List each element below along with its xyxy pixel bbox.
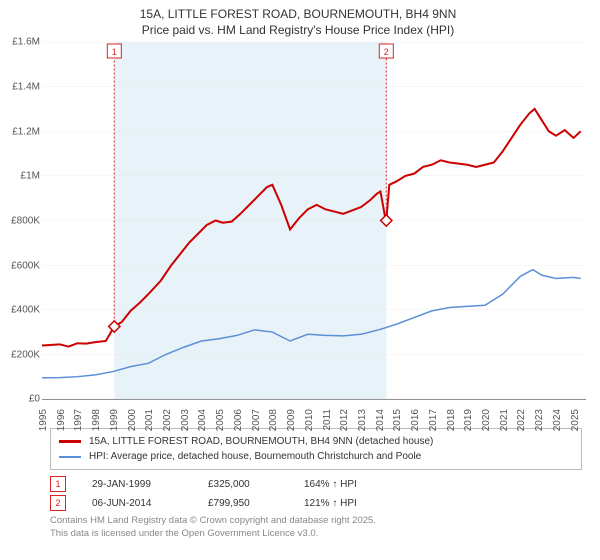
x-tick: 2019 — [463, 409, 474, 431]
overlay-svg: 12 — [42, 42, 586, 399]
x-tick: 2023 — [534, 409, 545, 431]
x-tick: 2012 — [339, 409, 350, 431]
x-tick: 2001 — [144, 409, 155, 431]
x-tick: 2002 — [162, 409, 173, 431]
x-tick: 2009 — [286, 409, 297, 431]
sale-badge: 2 — [50, 495, 66, 511]
x-tick: 2003 — [180, 409, 191, 431]
y-tick: £1.6M — [2, 37, 40, 48]
y-tick: £1.2M — [2, 126, 40, 137]
x-tick: 2018 — [446, 409, 457, 431]
y-tick: £400K — [2, 305, 40, 316]
legend: 15A, LITTLE FOREST ROAD, BOURNEMOUTH, BH… — [50, 428, 582, 470]
x-tick: 2005 — [215, 409, 226, 431]
footer-line-2: This data is licensed under the Open Gov… — [50, 528, 582, 541]
svg-text:1: 1 — [112, 47, 117, 57]
sale-pct: 121% ↑ HPI — [304, 498, 384, 509]
x-tick: 2022 — [516, 409, 527, 431]
chart-area: 12 £0£200K£400K£600K£800K£1M£1.2M£1.4M£1… — [42, 42, 586, 420]
sale-price: £325,000 — [208, 479, 278, 490]
y-tick: £600K — [2, 260, 40, 271]
x-axis-ticks: 1995199619971998199920002001200220032004… — [42, 400, 586, 420]
sale-row: 2 06-JUN-2014 £799,950 121% ↑ HPI — [50, 495, 582, 511]
y-tick: £800K — [2, 215, 40, 226]
x-tick: 2020 — [481, 409, 492, 431]
x-tick: 2025 — [570, 409, 581, 431]
sale-row: 1 29-JAN-1999 £325,000 164% ↑ HPI — [50, 476, 582, 492]
x-tick: 2000 — [127, 409, 138, 431]
title-line-1: 15A, LITTLE FOREST ROAD, BOURNEMOUTH, BH… — [6, 6, 590, 22]
sale-badge: 1 — [50, 476, 66, 492]
y-tick: £200K — [2, 349, 40, 360]
x-tick: 1995 — [38, 409, 49, 431]
x-tick: 1996 — [56, 409, 67, 431]
title-line-2: Price paid vs. HM Land Registry's House … — [6, 22, 590, 38]
x-tick: 2013 — [357, 409, 368, 431]
legend-box: 15A, LITTLE FOREST ROAD, BOURNEMOUTH, BH… — [50, 428, 582, 470]
footer: Contains HM Land Registry data © Crown c… — [50, 515, 582, 541]
legend-label-hpi: HPI: Average price, detached house, Bour… — [89, 449, 421, 464]
chart-title: 15A, LITTLE FOREST ROAD, BOURNEMOUTH, BH… — [6, 6, 590, 38]
x-tick: 2008 — [268, 409, 279, 431]
sale-date: 06-JUN-2014 — [92, 498, 182, 509]
y-tick: £1M — [2, 171, 40, 182]
x-tick: 2016 — [410, 409, 421, 431]
sale-date: 29-JAN-1999 — [92, 479, 182, 490]
x-tick: 2021 — [499, 409, 510, 431]
sale-pct: 164% ↑ HPI — [304, 479, 384, 490]
x-tick: 2006 — [233, 409, 244, 431]
x-tick: 2004 — [197, 409, 208, 431]
x-tick: 2011 — [322, 409, 333, 431]
legend-swatch-hpi — [59, 456, 81, 458]
legend-row-hpi: HPI: Average price, detached house, Bour… — [59, 449, 573, 464]
legend-label-property: 15A, LITTLE FOREST ROAD, BOURNEMOUTH, BH… — [89, 434, 433, 449]
x-tick: 2010 — [304, 409, 315, 431]
x-tick: 2017 — [428, 409, 439, 431]
sale-price: £799,950 — [208, 498, 278, 509]
x-tick: 1999 — [109, 409, 120, 431]
footer-line-1: Contains HM Land Registry data © Crown c… — [50, 515, 582, 528]
legend-swatch-property — [59, 440, 81, 443]
y-tick: £0 — [2, 394, 40, 405]
plot-region: 12 £0£200K£400K£600K£800K£1M£1.2M£1.4M£1… — [42, 42, 586, 400]
x-tick: 1998 — [91, 409, 102, 431]
x-tick: 2024 — [552, 409, 563, 431]
x-tick: 2015 — [392, 409, 403, 431]
x-tick: 1997 — [73, 409, 84, 431]
legend-row-property: 15A, LITTLE FOREST ROAD, BOURNEMOUTH, BH… — [59, 434, 573, 449]
svg-text:2: 2 — [384, 47, 389, 57]
y-tick: £1.4M — [2, 82, 40, 93]
x-tick: 2007 — [251, 409, 262, 431]
x-tick: 2014 — [375, 409, 386, 431]
sales-list: 1 29-JAN-1999 £325,000 164% ↑ HPI 2 06-JUN-20… — [50, 476, 582, 511]
